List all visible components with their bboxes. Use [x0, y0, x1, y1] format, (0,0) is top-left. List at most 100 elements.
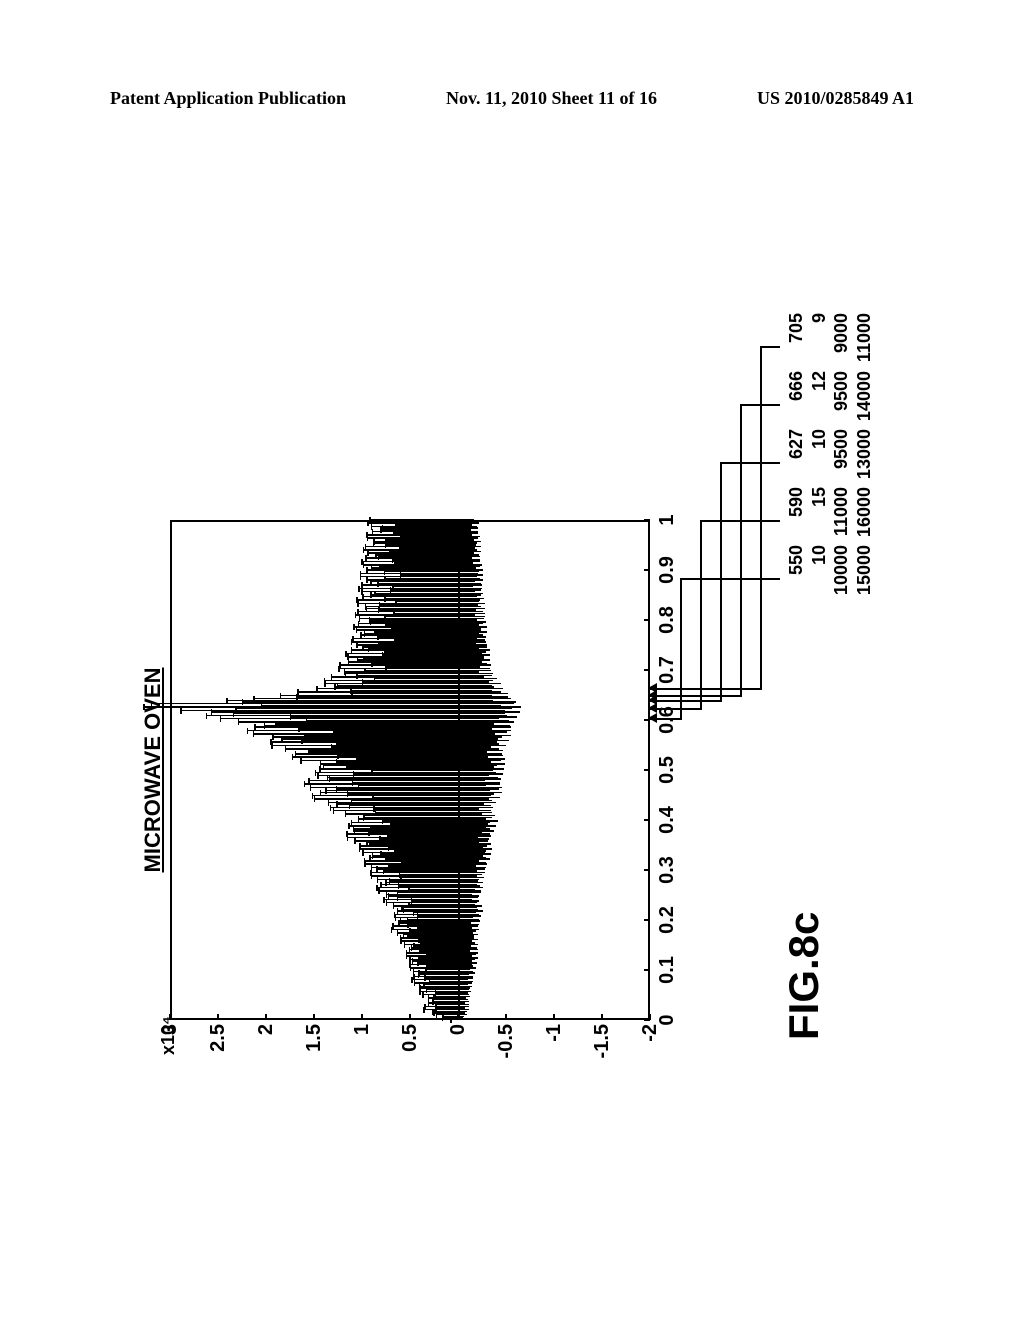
waveform-cap [370, 592, 372, 598]
waveform-spike [394, 905, 482, 907]
waveform-spike [427, 954, 476, 956]
waveform-spike [297, 696, 508, 698]
callout-connector [700, 522, 702, 710]
waveform-spike [410, 964, 472, 966]
waveform-spike [398, 897, 478, 899]
header-center: Nov. 11, 2010 Sheet 11 of 16 [446, 88, 657, 109]
waveform-cap [334, 684, 336, 690]
waveform-cap [324, 678, 326, 684]
waveform-spike [393, 925, 477, 927]
waveform-spike [433, 999, 468, 1001]
waveform-spike [352, 693, 507, 695]
waveform-spike [402, 862, 486, 864]
waveform-cap [414, 980, 416, 986]
waveform-spike [405, 944, 478, 946]
waveform-cap [357, 657, 359, 663]
waveform-spike [282, 738, 497, 740]
waveform-spike [332, 676, 484, 678]
waveform-spike [340, 665, 491, 667]
waveform-cap [357, 609, 359, 615]
waveform-spike [368, 537, 478, 539]
waveform-spike [355, 830, 494, 832]
waveform-spike [349, 825, 496, 827]
waveform-spike [378, 583, 480, 585]
waveform-cap [361, 559, 363, 565]
waveform-spike [309, 751, 487, 753]
waveform-spike [398, 910, 483, 912]
waveform-cap [392, 923, 394, 929]
waveform-spike [418, 927, 472, 929]
waveform-spike [371, 594, 480, 596]
waveform-cap [366, 577, 368, 583]
waveform-spike [424, 984, 468, 986]
waveform-spike [423, 994, 468, 996]
waveform-spike [337, 803, 483, 805]
waveform-cap [325, 788, 327, 794]
y-tick-mark [361, 1014, 363, 1020]
waveform-spike [379, 556, 481, 558]
waveform-spike [359, 588, 482, 590]
callout-arrow [650, 718, 680, 720]
callout-connector [740, 406, 742, 698]
waveform-spike [291, 716, 517, 718]
waveform-spike [386, 624, 479, 626]
waveform-spike [401, 877, 484, 879]
waveform-spike [410, 949, 478, 951]
waveform-spike [305, 735, 511, 737]
waveform-spike [420, 987, 470, 989]
waveform-spike [375, 678, 497, 680]
waveform-spike [307, 720, 509, 722]
waveform-spike [433, 1001, 469, 1003]
callout-connector-vertical [680, 578, 780, 580]
waveform-spike [331, 807, 493, 809]
waveform-spike [372, 568, 476, 570]
waveform-spike [357, 675, 492, 677]
waveform-spike [394, 532, 479, 534]
waveform-spike [334, 731, 507, 733]
waveform-cap [312, 793, 314, 799]
waveform-spike [407, 955, 472, 957]
waveform-spike [181, 710, 505, 712]
waveform-cap [143, 704, 145, 710]
waveform-cap [411, 945, 413, 951]
waveform-spike [383, 654, 491, 656]
waveform-cap [346, 831, 348, 837]
waveform-spike [367, 842, 479, 844]
waveform-spike [334, 810, 492, 812]
y-tick-label: 1.5 [304, 1024, 324, 1100]
waveform-spike [357, 758, 505, 760]
y-tick-mark [313, 1014, 315, 1020]
waveform-cap [356, 642, 358, 648]
callout-connector-vertical [760, 346, 780, 348]
waveform-cap [297, 689, 299, 695]
waveform-spike [360, 618, 484, 620]
waveform-cap [272, 734, 274, 740]
waveform-spike [299, 728, 492, 730]
waveform-cap [330, 805, 332, 811]
header-left: Patent Application Publication [110, 88, 346, 109]
callout-data-block: 7059900011000 [785, 313, 875, 388]
header-right: US 2010/0285849 A1 [757, 88, 914, 109]
waveform-spike [390, 880, 478, 882]
waveform-cap [352, 636, 354, 642]
waveform-cap [353, 826, 355, 832]
waveform-spike [360, 845, 487, 847]
waveform-spike [424, 1009, 469, 1011]
waveform-spike [373, 531, 478, 533]
waveform-spike [207, 715, 507, 717]
waveform-spike [414, 912, 476, 914]
waveform-spike [412, 900, 479, 902]
y-tick-label: 0 [448, 1024, 468, 1100]
waveform-spike [364, 564, 482, 566]
waveform-spike [364, 549, 478, 551]
waveform-spike [425, 1006, 468, 1008]
waveform-spike [389, 895, 480, 897]
waveform-spike [286, 748, 500, 750]
waveform-spike [369, 648, 479, 650]
waveform-spike [355, 840, 488, 842]
waveform-cap [364, 858, 366, 864]
waveform-spike [385, 598, 484, 600]
y-tick-mark [265, 1014, 267, 1020]
waveform-spike [324, 765, 498, 767]
waveform-spike [144, 706, 520, 708]
